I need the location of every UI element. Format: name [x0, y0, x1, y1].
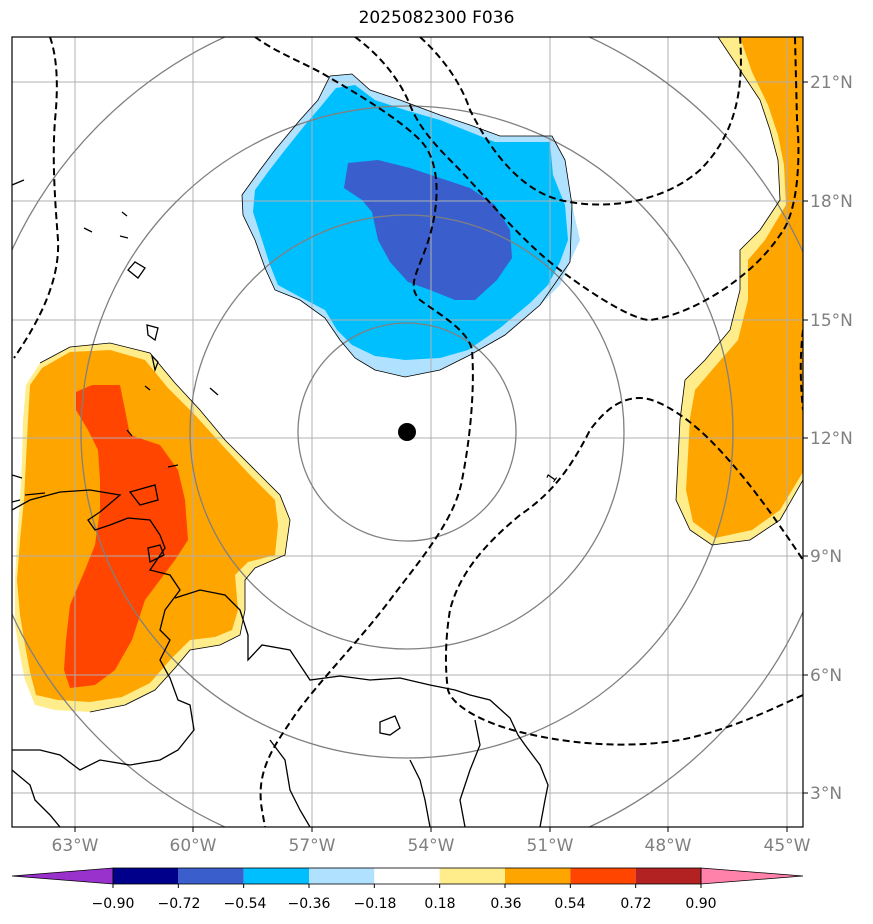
coastlines [12, 179, 549, 827]
colorbar-segment [570, 868, 636, 884]
colorbar-segment [635, 868, 701, 884]
longitude-labels: 63°W 60°W 57°W 54°W 51°W 48°W 45°W [52, 836, 811, 856]
colorbar-tick-label: 0.72 [620, 896, 651, 912]
colorbar-extend-low [11, 867, 114, 885]
lon-label: 54°W [408, 836, 455, 856]
colorbar-tick-label: −0.72 [158, 896, 201, 912]
colorbar-tick-label: 0.18 [424, 896, 455, 912]
colorbar-segment [178, 868, 244, 884]
lat-label: 21°N [810, 73, 853, 93]
shaded-outline [39, 37, 803, 713]
lat-label: 12°N [810, 429, 853, 449]
negative-anomaly-region [242, 74, 580, 377]
colorbar-segment [243, 868, 309, 884]
lon-label: 63°W [52, 836, 99, 856]
colorbar-extend-high [700, 867, 804, 885]
lon-label: 60°W [170, 836, 217, 856]
lon-label: 57°W [289, 836, 336, 856]
lon-label: 51°W [527, 836, 574, 856]
colorbar-tick-label: −0.36 [288, 896, 331, 912]
colorbar-tick-label: 0.90 [685, 896, 716, 912]
colorbar-segment [113, 868, 179, 884]
axis-ticks [74, 81, 808, 832]
contour-label: 1 [544, 470, 561, 485]
colorbar-labels: −0.90 −0.72 −0.54 −0.36 −0.18 0.18 0.36 … [92, 896, 717, 912]
colorbar [11, 867, 804, 888]
colorbar-tick-label: −0.90 [92, 896, 135, 912]
colorbar-border [112, 867, 702, 885]
colorbar-segment [309, 868, 375, 884]
colorbar-segment [439, 868, 505, 884]
colorbar-tick-label: −0.18 [354, 896, 397, 912]
lat-label: 18°N [810, 192, 853, 212]
lon-label: 45°W [764, 836, 811, 856]
lon-label: 48°W [645, 836, 692, 856]
lat-label: 9°N [810, 547, 842, 567]
lat-label: 6°N [810, 666, 842, 686]
positive-anomaly-west [15, 343, 290, 712]
colorbar-segment [505, 868, 571, 884]
lat-label: 3°N [810, 784, 842, 804]
dashed-contours [13, 37, 803, 827]
map-title: 2025082300 F036 [358, 8, 515, 28]
storm-center-marker [398, 423, 416, 441]
positive-anomaly-east [676, 37, 803, 545]
colorbar-tick-label: −0.54 [224, 896, 267, 912]
colorbar-segment [374, 868, 440, 884]
map-frame [11, 36, 804, 828]
range-rings [12, 37, 803, 827]
colorbar-tick-label: 0.54 [554, 896, 585, 912]
colorbar-tick-label: 0.36 [490, 896, 521, 912]
latitude-labels: 21°N 18°N 15°N 12°N 9°N 6°N 3°N [810, 73, 853, 804]
lat-label: 15°N [810, 311, 853, 331]
